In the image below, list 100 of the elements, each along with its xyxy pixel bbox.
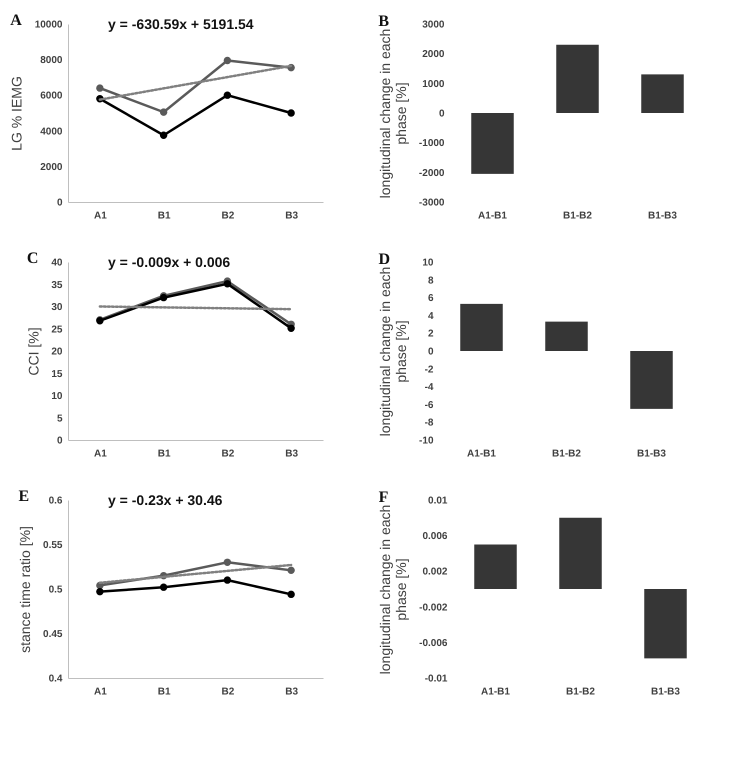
bar [474, 544, 517, 589]
bar [644, 589, 687, 658]
y-tick-label: 0.006 [422, 531, 448, 542]
y-tick-label: 2 [428, 328, 434, 340]
y-tick-label: 20 [51, 346, 63, 358]
point [287, 324, 295, 332]
x-tick-label: B2 [221, 448, 235, 460]
y-tick-label: -1000 [418, 138, 445, 150]
chart-title: B [378, 13, 390, 30]
x-tick-label: B2 [221, 210, 235, 222]
y-tick-label: 0.01 [428, 496, 448, 506]
y-tick-label: 0.5 [48, 584, 63, 596]
x-tick-label: B1 [158, 210, 171, 222]
y-tick-label: 10 [51, 391, 63, 402]
y-tick-label: 2000 [422, 49, 445, 60]
x-tick-label: A1 [94, 686, 108, 698]
point [160, 132, 168, 139]
annotation: y = -0.009x + 0.006 [108, 254, 230, 270]
x-tick-label: B3 [285, 210, 298, 222]
chart-title: D [378, 251, 390, 268]
y-axis-title: CCI [%] [25, 327, 42, 376]
y-tick-label: 40 [51, 258, 63, 268]
x-tick-label: B1-B3 [648, 210, 678, 222]
y-tick-label: 8 [428, 275, 434, 286]
y-tick-label: 8000 [40, 55, 63, 66]
point [160, 108, 168, 116]
point [96, 84, 104, 92]
y-tick-label: 10000 [34, 20, 63, 30]
y-tick-label: -0.01 [424, 674, 448, 684]
annotation: y = -0.23x + 30.46 [108, 492, 223, 508]
y-tick-label: 15 [51, 368, 63, 380]
point [287, 566, 295, 574]
x-tick-label: A1-B1 [481, 686, 510, 698]
x-tick-label: A1-B1 [467, 448, 496, 460]
x-tick-label: B1 [158, 686, 171, 698]
chart-title: C [26, 250, 38, 267]
x-tick-label: B3 [285, 686, 298, 698]
bar [556, 44, 599, 113]
y-tick-label: -0.002 [419, 602, 448, 614]
y-tick-label: -3000 [418, 198, 445, 208]
y-tick-label: 6 [428, 293, 434, 304]
y-tick-label: 2000 [40, 162, 63, 173]
y-tick-label: 0 [438, 108, 445, 120]
y-tick-label: -2 [424, 364, 434, 376]
x-tick-label: B1-B3 [651, 686, 680, 698]
bar [460, 304, 503, 351]
y-tick-label: 10 [422, 258, 434, 268]
y-tick-label: 1000 [422, 78, 445, 90]
y-axis-title: longitudinal change in each phase [%] [377, 266, 410, 436]
y-tick-label: 4 [428, 310, 434, 322]
chart-title: F [378, 489, 389, 506]
bar [630, 351, 673, 409]
bar [471, 113, 514, 174]
chart-title: A [10, 12, 22, 29]
y-tick-label: 0.6 [48, 496, 63, 506]
y-tick-label: 0.45 [43, 629, 63, 640]
x-tick-label: B1-B2 [566, 686, 596, 698]
y-tick-label: -4 [424, 382, 434, 394]
bar [641, 74, 684, 113]
y-tick-label: -8 [424, 418, 434, 429]
point [160, 584, 168, 591]
y-tick-label: -2000 [418, 168, 445, 179]
y-tick-label: 0 [428, 346, 434, 358]
x-tick-label: A1-B1 [478, 210, 508, 222]
bar [545, 322, 588, 351]
annotation: y = -630.59x + 5191.54 [108, 16, 254, 32]
y-tick-label: 5 [56, 413, 63, 424]
y-tick-label: 0 [56, 198, 63, 208]
point [96, 588, 104, 596]
y-tick-label: -0.006 [419, 638, 448, 649]
x-tick-label: B3 [285, 448, 298, 460]
y-tick-label: 25 [51, 324, 63, 336]
y-tick-label: 3000 [422, 20, 445, 30]
point [224, 56, 232, 64]
x-tick-label: B2 [221, 686, 235, 698]
y-tick-label: -10 [419, 436, 434, 446]
point [287, 109, 295, 117]
y-tick-label: 30 [51, 302, 63, 313]
y-tick-label: 4000 [40, 126, 63, 138]
bar [559, 518, 602, 589]
y-axis-title: longitudinal change in each phase [%] [377, 504, 410, 674]
point [287, 590, 295, 598]
x-tick-label: A1 [94, 210, 108, 222]
y-tick-label: -6 [424, 400, 434, 411]
y-tick-label: 0.55 [43, 540, 63, 551]
point [224, 576, 232, 584]
y-tick-label: 0.002 [422, 566, 448, 578]
y-tick-label: 35 [51, 280, 63, 291]
y-axis-title: LG % IEMG [8, 76, 25, 151]
x-tick-label: B1 [158, 448, 171, 460]
x-tick-label: A1 [94, 448, 108, 460]
y-tick-label: 0 [56, 436, 63, 446]
x-tick-label: B1-B2 [563, 210, 592, 222]
x-tick-label: B1-B3 [637, 448, 666, 460]
chart-title: E [18, 488, 30, 505]
y-tick-label: 0.4 [48, 674, 63, 684]
point [224, 280, 232, 288]
x-tick-label: B1-B2 [552, 448, 582, 460]
point [224, 558, 232, 566]
y-axis-title: stance time ratio [%] [17, 526, 34, 653]
